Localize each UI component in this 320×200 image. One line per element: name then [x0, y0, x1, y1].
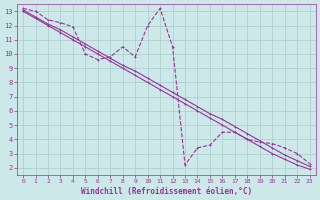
X-axis label: Windchill (Refroidissement éolien,°C): Windchill (Refroidissement éolien,°C)	[81, 187, 252, 196]
